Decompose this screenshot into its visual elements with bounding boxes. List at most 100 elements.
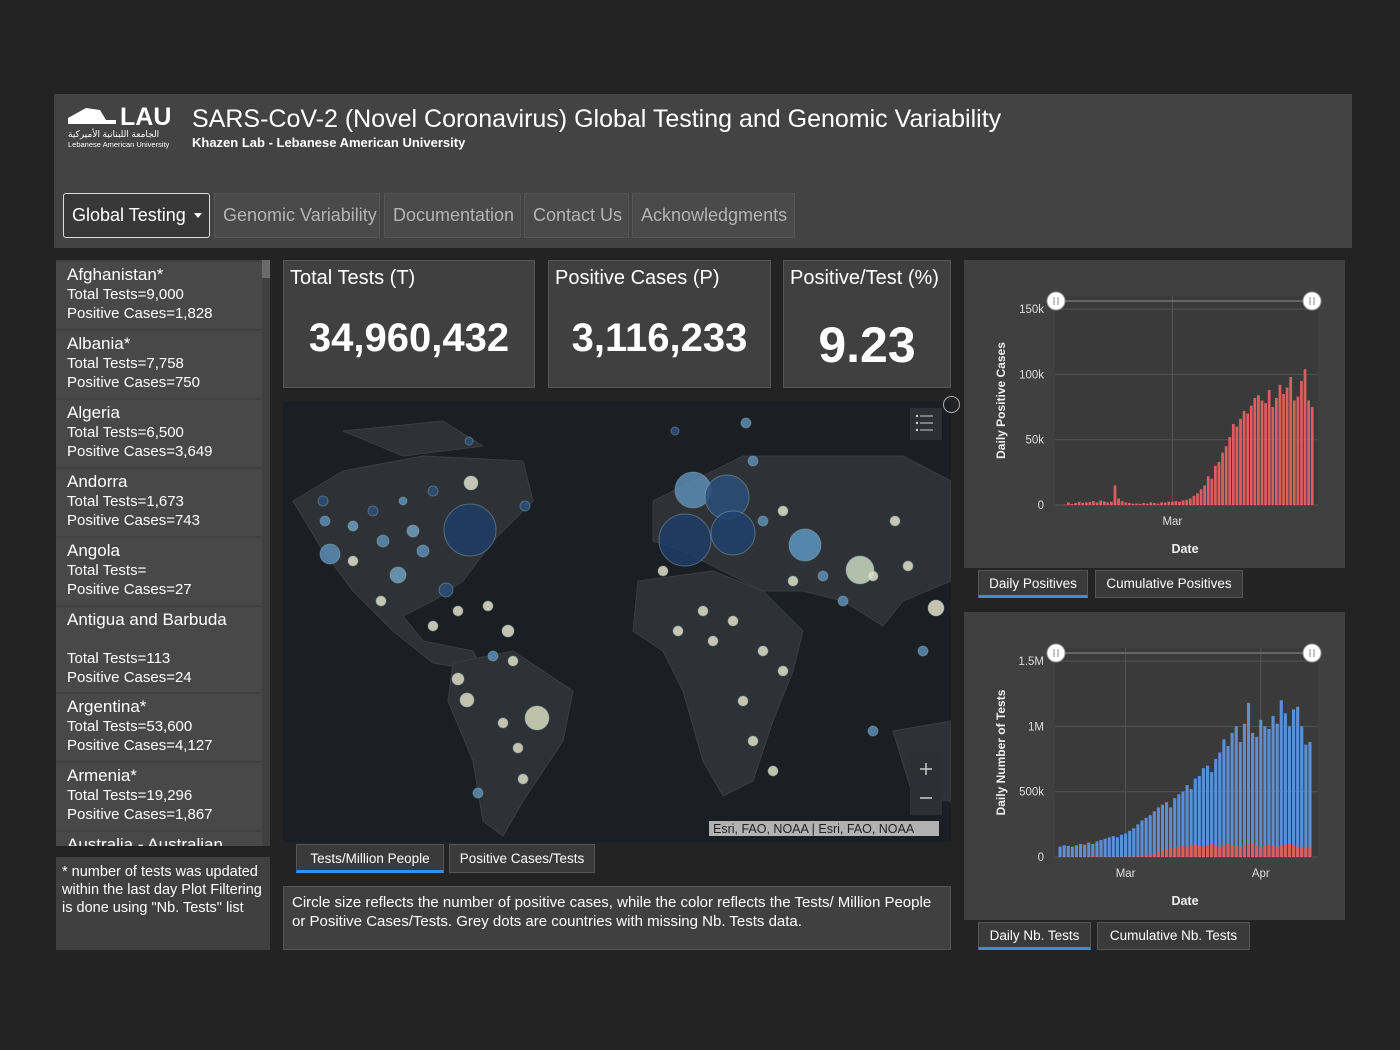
map-dot [398, 496, 408, 506]
map-dot [845, 555, 875, 585]
map-tab[interactable]: Positive Cases/Tests [449, 844, 595, 873]
country-item[interactable]: Australia - Australian [56, 832, 262, 846]
country-tests: Total Tests=53,600 [67, 718, 193, 735]
chart-tab[interactable]: Daily Nb. Tests [978, 922, 1091, 950]
country-positives: Positive Cases=3,649 [67, 443, 213, 460]
bar [1091, 855, 1095, 857]
map-dot [767, 765, 779, 777]
page-title: SARS-CoV-2 (Novel Coronavirus) Global Te… [192, 105, 1002, 133]
chart-tab[interactable]: Cumulative Positives [1095, 570, 1243, 598]
map-dot [438, 582, 454, 598]
bar [1249, 405, 1253, 505]
bar [1169, 847, 1173, 857]
bar [1267, 390, 1271, 505]
country-positives: Positive Cases=1,867 [67, 806, 213, 823]
bar [1117, 498, 1120, 505]
map-dot [727, 615, 739, 627]
y-tick-label: 0 [1038, 852, 1044, 864]
map-tab[interactable]: Tests/Million People [296, 844, 444, 873]
country-name: Australia - Australian [67, 835, 223, 846]
map-dot [697, 605, 709, 617]
bar [1228, 437, 1232, 505]
bar [1246, 844, 1251, 857]
y-tick-label: 1M [1028, 721, 1044, 733]
map-dot [777, 505, 789, 517]
bar [1132, 828, 1136, 857]
map-legend-button [910, 408, 942, 440]
bar [1174, 501, 1178, 505]
bar [1289, 376, 1293, 505]
map-dot [459, 692, 475, 708]
bar [1156, 851, 1160, 857]
bar [1144, 855, 1148, 857]
country-item[interactable]: Afghanistan* Total Tests=9,000 Positive Ca… [56, 262, 262, 329]
bar [1169, 807, 1173, 857]
bar [1173, 847, 1177, 857]
country-item[interactable]: Angola Total Tests= Positive Cases=27 [56, 538, 262, 605]
country-item[interactable]: Argentina* Total Tests=53,600 Positive Cas… [56, 694, 262, 761]
bar [1214, 845, 1218, 857]
country-item[interactable]: Armenia* Total Tests=19,296 Positive Cases… [56, 763, 262, 830]
nav-tab-label: Genomic Variability [223, 205, 377, 225]
bar [1084, 502, 1088, 505]
chart-tab[interactable]: Cumulative Nb. Tests [1097, 922, 1250, 950]
bar [1156, 503, 1160, 505]
bar [1124, 833, 1128, 857]
y-tick-label: 150k [1019, 304, 1044, 316]
fullscreen-button[interactable] [943, 396, 960, 413]
nav-tab[interactable]: Documentation [384, 193, 521, 238]
country-tests: Total Tests=9,000 [67, 286, 184, 303]
nav-tab[interactable]: Genomic Variability [214, 193, 380, 238]
bar [1282, 393, 1285, 505]
landmass [342, 420, 485, 457]
scrollbar [262, 260, 270, 278]
y-tick-label: 1.5M [1018, 656, 1044, 668]
stat-card: Total Tests (T) 34,960,432 [283, 260, 535, 388]
chart-tab[interactable]: Daily Positives [978, 570, 1088, 598]
map-caption: Circle size reflects the number of posit… [283, 886, 951, 950]
country-list: Afghanistan* Total Tests=9,000 Positive Ca… [56, 260, 270, 846]
nav-tab-label: Global Testing [72, 205, 186, 225]
country-item[interactable]: Algeria Total Tests=6,500 Positive Cases=3… [56, 400, 262, 467]
bar [1292, 709, 1296, 857]
country-item[interactable]: Andorra Total Tests=1,673 Positive Cases=7… [56, 469, 262, 536]
bar [1300, 380, 1303, 505]
bar [1253, 397, 1257, 505]
handle-grip [1053, 297, 1059, 305]
x-tick-label: Mar [1162, 516, 1182, 528]
nav-tab[interactable]: Acknowledgments [632, 193, 795, 238]
map-dot [487, 650, 499, 662]
map-dot [482, 600, 494, 612]
bar [1062, 845, 1066, 857]
country-item[interactable]: Albania* Total Tests=7,758 Positive Cases=… [56, 331, 262, 398]
nav-tab[interactable]: Global Testing [63, 193, 210, 238]
bar [1136, 856, 1140, 857]
map-dot [347, 520, 359, 532]
zoom-control [910, 753, 942, 815]
x-tick-label: Mar [1116, 868, 1136, 880]
bar [1197, 845, 1201, 857]
bar [1196, 493, 1199, 505]
y-tick-label: 50k [1025, 435, 1044, 447]
bar [1144, 817, 1148, 857]
bar [1246, 702, 1251, 857]
bar [1264, 403, 1267, 505]
handle-grip [1309, 297, 1315, 305]
bar [1106, 502, 1110, 505]
slider-handle [1046, 291, 1066, 311]
bar [1234, 845, 1238, 857]
bar [1142, 503, 1146, 505]
bar [1083, 844, 1087, 857]
map-dot [740, 417, 752, 429]
bar [1135, 503, 1138, 505]
bar [1111, 836, 1115, 857]
nav-tab[interactable]: Contact Us [524, 193, 629, 238]
plot-area [1055, 296, 1318, 505]
map-dot [737, 695, 749, 707]
bar [1152, 853, 1156, 857]
bar [1197, 776, 1201, 857]
country-item[interactable]: Antigua and Barbuda Total Tests=113 Positi… [56, 607, 262, 692]
legend-icon-dot [915, 421, 919, 425]
